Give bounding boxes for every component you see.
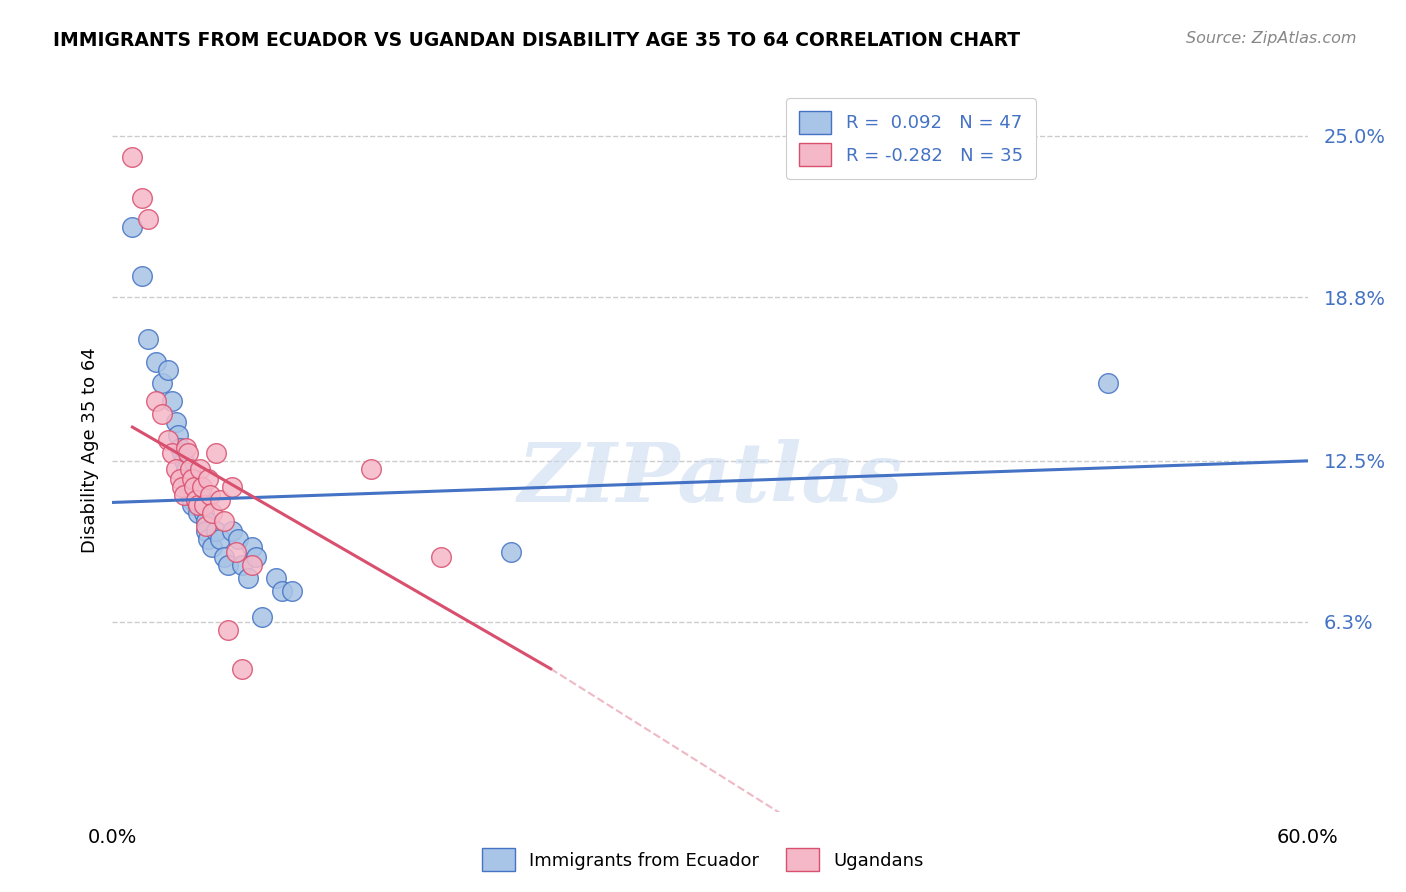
Point: [162, 394, 183, 409]
Text: ZIPatlas: ZIPatlas: [517, 440, 903, 519]
Point: [186, 480, 208, 494]
Point: [197, 472, 219, 486]
Point: [186, 492, 208, 507]
Point: [193, 506, 215, 520]
Point: [138, 332, 160, 346]
Point: [281, 583, 304, 598]
Point: [188, 461, 211, 475]
Point: [188, 488, 211, 502]
Point: [1097, 376, 1119, 390]
Point: [195, 518, 218, 533]
Point: [165, 461, 187, 475]
Point: [187, 498, 209, 512]
Point: [195, 514, 218, 528]
Text: Source: ZipAtlas.com: Source: ZipAtlas.com: [1187, 31, 1357, 46]
Point: [231, 662, 253, 676]
Point: [177, 446, 200, 460]
Point: [191, 480, 214, 494]
Point: [212, 549, 235, 564]
Point: [205, 446, 228, 460]
Point: [181, 472, 204, 486]
Point: [236, 571, 259, 585]
Point: [197, 532, 219, 546]
Point: [174, 461, 197, 475]
Point: [360, 461, 382, 475]
Point: [157, 363, 180, 377]
Point: [226, 532, 249, 546]
Point: [270, 583, 292, 598]
Y-axis label: Disability Age 35 to 64: Disability Age 35 to 64: [80, 348, 98, 553]
Point: [209, 492, 232, 507]
Point: [217, 558, 239, 572]
Legend: R =  0.092   N = 47, R = -0.282   N = 35: R = 0.092 N = 47, R = -0.282 N = 35: [786, 98, 1036, 179]
Point: [167, 428, 190, 442]
Point: [162, 446, 183, 460]
Point: [205, 524, 228, 538]
Point: [193, 498, 215, 512]
Point: [181, 492, 204, 507]
Point: [198, 488, 221, 502]
Point: [150, 407, 173, 421]
Point: [169, 441, 191, 455]
Point: [430, 549, 453, 564]
Point: [172, 446, 194, 460]
Point: [186, 492, 208, 507]
Point: [145, 355, 167, 369]
Point: [179, 488, 201, 502]
Point: [221, 524, 243, 538]
Point: [181, 498, 204, 512]
Point: [217, 623, 239, 637]
Point: [221, 480, 243, 494]
Point: [231, 558, 253, 572]
Point: [191, 498, 214, 512]
Point: [245, 549, 267, 564]
Point: [187, 498, 209, 512]
Point: [177, 472, 200, 486]
Point: [169, 472, 191, 486]
Point: [174, 441, 197, 455]
Point: [157, 433, 180, 447]
Point: [188, 480, 211, 494]
Point: [131, 191, 153, 205]
Legend: Immigrants from Ecuador, Ugandans: Immigrants from Ecuador, Ugandans: [475, 841, 931, 879]
Point: [121, 150, 143, 164]
Point: [250, 609, 273, 624]
Point: [201, 506, 224, 520]
Point: [173, 454, 195, 468]
Point: [240, 558, 263, 572]
Point: [201, 540, 224, 554]
Point: [225, 545, 247, 559]
Point: [209, 532, 232, 546]
Point: [177, 480, 200, 494]
Point: [499, 545, 522, 559]
Point: [172, 480, 194, 494]
Text: IMMIGRANTS FROM ECUADOR VS UGANDAN DISABILITY AGE 35 TO 64 CORRELATION CHART: IMMIGRANTS FROM ECUADOR VS UGANDAN DISAB…: [53, 31, 1021, 50]
Point: [145, 394, 167, 409]
Point: [150, 376, 173, 390]
Point: [195, 524, 218, 538]
Point: [165, 415, 187, 429]
Point: [121, 219, 143, 234]
Point: [131, 269, 153, 284]
Point: [240, 540, 263, 554]
Point: [138, 212, 160, 227]
Point: [173, 488, 195, 502]
Point: [187, 506, 209, 520]
Point: [179, 461, 201, 475]
Point: [264, 571, 287, 585]
Point: [183, 472, 205, 486]
Point: [183, 480, 205, 494]
Point: [212, 514, 235, 528]
